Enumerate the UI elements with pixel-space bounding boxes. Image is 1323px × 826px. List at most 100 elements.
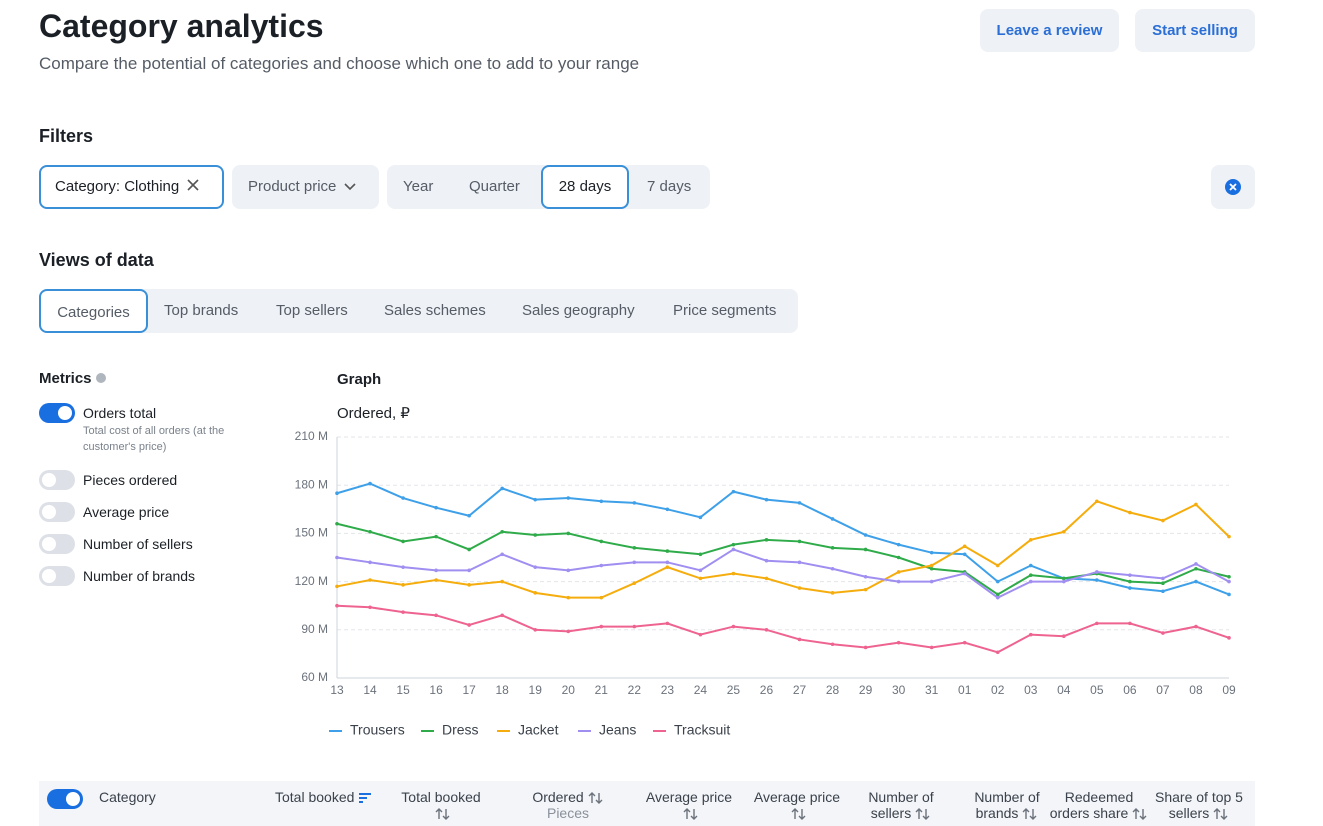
sort-icon[interactable]: [435, 808, 451, 821]
graph-title: Graph: [337, 371, 382, 388]
data-point: [731, 542, 736, 547]
column-header[interactable]: Category: [99, 789, 156, 805]
legend-item[interactable]: Jacket: [497, 722, 559, 738]
data-point: [929, 550, 934, 555]
column-header[interactable]: Ordered Pieces: [509, 789, 627, 821]
metric-toggle[interactable]: [39, 566, 75, 586]
data-point: [1095, 499, 1099, 504]
sort-icon[interactable]: [791, 808, 807, 821]
y-axis-label: Ordered, ₽: [337, 405, 410, 422]
data-point: [599, 539, 604, 544]
data-point: [401, 496, 405, 500]
column-header[interactable]: Total booked: [275, 789, 375, 805]
data-point: [665, 507, 670, 512]
view-tab[interactable]: Top sellers: [276, 302, 348, 319]
legend-label: Jeans: [599, 722, 636, 738]
legend-item[interactable]: Jeans: [578, 722, 636, 738]
column-header[interactable]: Average price: [639, 789, 739, 821]
metric-toggle[interactable]: [39, 403, 75, 423]
chart: Ordered, ₽ 60 M 90 M 120 M 150 M 180 M 210 M 1…: [295, 405, 1236, 738]
column-label: Average price: [645, 789, 733, 805]
x-tick-label: 02: [991, 683, 1005, 697]
sort-icon[interactable]: [683, 808, 699, 821]
legend-item[interactable]: Trousers: [329, 722, 405, 738]
sort-icon[interactable]: [588, 792, 604, 805]
x-tick-label: 08: [1189, 683, 1203, 697]
data-point: [467, 623, 471, 627]
data-point: [797, 539, 802, 544]
data-point: [566, 568, 571, 573]
metric-label: Orders total: [83, 405, 157, 421]
metric-toggle[interactable]: [39, 502, 75, 522]
sort-icon[interactable]: [1132, 808, 1148, 821]
data-point: [764, 497, 769, 502]
data-point: [995, 592, 1000, 597]
data-point: [401, 565, 405, 569]
legend-label: Dress: [442, 722, 479, 738]
x-tick-label: 23: [661, 683, 675, 697]
column-label: Redeemed orders share: [1049, 789, 1134, 821]
column-header[interactable]: Number of sellers: [849, 789, 953, 821]
category-filter[interactable]: Category: Clothing: [39, 165, 224, 209]
sell-button[interactable]: Start selling: [1135, 9, 1255, 52]
data-point: [335, 603, 339, 608]
remove-icon[interactable]: [187, 179, 199, 191]
sort-icon[interactable]: [915, 808, 931, 821]
legend-item[interactable]: Dress: [421, 722, 479, 738]
column-header[interactable]: Average price: [747, 789, 847, 821]
column-label: Category: [99, 789, 156, 805]
period-option[interactable]: Quarter: [469, 178, 520, 195]
sort-icon[interactable]: [1022, 808, 1038, 821]
data-point: [962, 640, 967, 645]
data-point: [434, 534, 438, 539]
sort-icon[interactable]: [1213, 808, 1229, 821]
data-point: [1161, 576, 1165, 581]
data-point: [500, 552, 504, 557]
column-label: Number of brands: [974, 789, 1040, 821]
info-icon[interactable]: [95, 373, 106, 383]
data-point: [368, 578, 372, 582]
data-point: [599, 595, 604, 600]
series-line: [336, 604, 1230, 654]
view-tab[interactable]: Categories: [39, 289, 148, 333]
data-point: [434, 568, 438, 573]
x-tick-label: 05: [1090, 683, 1104, 697]
legend-item[interactable]: Tracksuit: [653, 722, 730, 738]
view-tab[interactable]: Sales schemes: [384, 302, 486, 319]
column-header[interactable]: Total booked: [399, 789, 483, 821]
data-point: [863, 587, 868, 592]
view-tab[interactable]: Sales geography: [522, 302, 635, 319]
sort-icon[interactable]: [358, 792, 374, 804]
data-point: [467, 568, 471, 573]
column-header[interactable]: Redeemed orders share: [1049, 789, 1149, 821]
period-option[interactable]: 7 days: [647, 178, 692, 195]
view-tab[interactable]: Price segments: [673, 302, 777, 319]
review-button[interactable]: Leave a review: [980, 9, 1119, 52]
data-point: [1128, 621, 1132, 626]
metric-toggle[interactable]: [39, 470, 75, 490]
data-point: [434, 578, 438, 582]
data-point: [896, 542, 901, 547]
data-point: [896, 579, 901, 584]
select-all-toggle[interactable]: [47, 789, 83, 809]
data-point: [896, 555, 901, 560]
data-point: [731, 489, 736, 494]
period-option[interactable]: 28 days: [541, 165, 629, 209]
metric-toggle[interactable]: [39, 534, 75, 554]
view-tab[interactable]: Top brands: [164, 302, 239, 319]
column-header[interactable]: Share of top 5 sellers: [1143, 789, 1255, 821]
data-point: [1028, 632, 1033, 637]
data-point: [1227, 636, 1231, 640]
category-filter-label: Category: Clothing: [55, 178, 180, 195]
y-tick-label: 180 M: [295, 477, 328, 491]
period-option[interactable]: Year: [403, 178, 434, 195]
column-header[interactable]: Number of brands: [959, 789, 1055, 821]
data-point: [368, 481, 372, 486]
data-point: [500, 579, 504, 584]
price-filter[interactable]: Product price: [232, 165, 379, 209]
legend-label: Trousers: [350, 722, 405, 738]
data-point: [500, 529, 504, 534]
y-tick-label: 60 M: [301, 670, 328, 684]
clear-filters[interactable]: [1211, 165, 1255, 209]
data-point: [698, 552, 703, 557]
